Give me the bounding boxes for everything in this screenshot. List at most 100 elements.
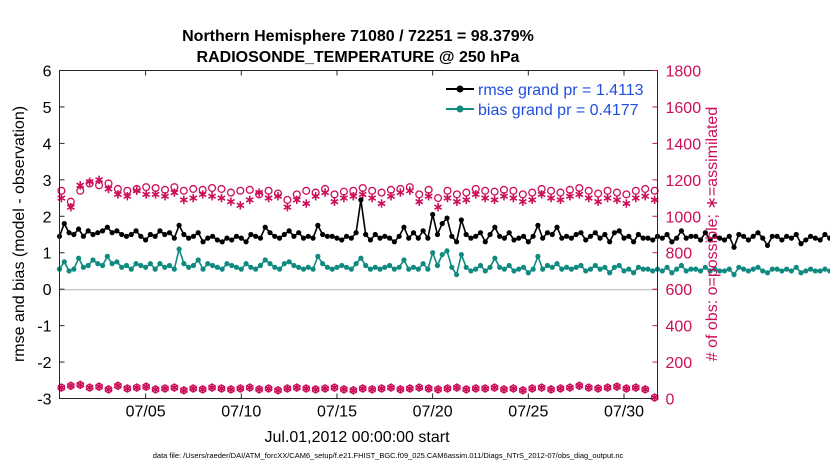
rmse-point <box>152 233 158 239</box>
bias-point <box>104 253 110 259</box>
bias-point <box>85 262 91 269</box>
rmse-point <box>61 220 67 227</box>
bias-point <box>769 266 775 272</box>
bias-point <box>683 268 689 274</box>
obs-assimilated-stroke <box>76 182 85 189</box>
obs-assimilated-stroke <box>66 382 75 389</box>
bias-point <box>793 264 799 270</box>
obs-assimilated-point <box>452 197 461 206</box>
obs-assimilated-stroke <box>160 385 170 392</box>
obs-assimilated-point <box>311 192 320 201</box>
rmse-point <box>803 237 809 243</box>
obs-assimilated-point <box>66 202 75 212</box>
obs-assimilated-stroke <box>236 202 245 209</box>
bias-point <box>90 257 96 263</box>
bias-point <box>669 270 675 276</box>
rmse-point <box>171 235 177 241</box>
obs-assimilated-point-low <box>123 384 132 393</box>
y-axis-label-left: rmse and bias (model - observation) <box>11 106 28 362</box>
bias-point <box>592 262 598 269</box>
right-tick-label: 600 <box>666 282 693 299</box>
rmse-point <box>248 231 254 238</box>
bias-point <box>664 264 670 270</box>
obs-assimilated-point-low <box>499 385 509 394</box>
bias-point <box>162 264 168 270</box>
rmse-point <box>267 230 273 236</box>
obs-assimilated-point <box>321 188 330 197</box>
bias-point <box>798 270 804 276</box>
obs-assimilated-point <box>415 197 424 206</box>
obs-assimilated-point-low <box>452 383 461 392</box>
obs-assimilated-point <box>170 188 179 197</box>
obs-assimilated-stroke <box>603 384 612 391</box>
bias-point <box>444 248 450 254</box>
obs-assimilated-point-low <box>349 386 358 395</box>
bias-point <box>348 266 354 272</box>
obs-assimilated-point <box>104 184 113 194</box>
bias-point <box>520 264 527 270</box>
bias-point <box>205 261 211 267</box>
bias-point <box>214 264 220 270</box>
bias-point <box>674 266 680 272</box>
bias-point <box>564 264 570 270</box>
bias-point <box>506 262 512 269</box>
obs-assimilated-point <box>358 190 367 199</box>
rmse-point <box>463 231 469 238</box>
obs-assimilated-stroke <box>76 382 85 388</box>
obs-assimilated-point-low <box>264 384 273 393</box>
obs-assimilated-point-low <box>603 383 612 392</box>
bias-point <box>224 261 230 267</box>
right-tick-label: 0 <box>666 392 675 409</box>
bias-point <box>219 266 225 272</box>
bias-point <box>61 259 67 265</box>
rmse-point <box>425 235 431 241</box>
obs-assimilated-point-low <box>612 382 622 391</box>
legend: rmse grand pr = 1.4113 bias grand pr = 0… <box>439 77 647 121</box>
bias-point <box>449 264 455 270</box>
rmse-point <box>750 233 756 239</box>
left-tick-label: 4 <box>43 136 52 153</box>
chart-title-line2: RADIOSONDE_TEMPERATURE @ 250 hPa <box>197 49 520 66</box>
obs-assimilated-stroke <box>245 197 254 203</box>
obs-assimilated-point <box>528 195 537 205</box>
data-file-footer: data file: /Users/raeder/DAI/ATM_forcXX/… <box>153 451 624 460</box>
obs-assimilated-stroke <box>113 191 122 198</box>
bias-point <box>71 266 77 272</box>
bias-point <box>253 266 259 272</box>
obs-assimilated-stroke <box>462 197 471 203</box>
rmse-point <box>597 235 603 241</box>
left-tick-label: 3 <box>43 173 52 190</box>
obs-assimilated-stroke <box>349 387 358 394</box>
bias-point <box>721 268 728 274</box>
obs-assimilated-stroke <box>471 191 480 198</box>
obs-assimilated-point <box>377 199 386 208</box>
obs-assimilated-stroke <box>255 386 264 393</box>
obs-assimilated-point-low <box>142 382 151 391</box>
right-tick-label: 1400 <box>666 136 702 153</box>
obs-assimilated-point-low <box>226 385 235 394</box>
bias-point <box>176 246 182 252</box>
left-tick-label: 6 <box>43 64 52 81</box>
x-tick-label: 07/25 <box>508 404 548 421</box>
obs-assimilated-stroke <box>264 195 273 201</box>
obs-assimilated-point-low <box>377 384 386 393</box>
bias-point <box>138 262 144 269</box>
obs-assimilated-point <box>481 193 490 203</box>
rmse-point <box>190 233 197 239</box>
bias-point <box>300 266 307 272</box>
obs-assimilated-point-low <box>113 381 122 390</box>
bias-point <box>453 271 460 278</box>
obs-assimilated-point <box>85 177 94 186</box>
rmse-point <box>243 239 249 245</box>
obs-assimilated-stroke <box>603 195 612 201</box>
obs-assimilated-stroke <box>349 193 358 200</box>
rmse-point <box>554 224 560 230</box>
rmse-point <box>568 235 574 241</box>
obs-assimilated-point <box>537 190 546 199</box>
bias-point <box>296 264 302 270</box>
bias-point <box>817 268 823 274</box>
obs-assimilated-stroke <box>415 198 424 205</box>
obs-assimilated-point <box>198 190 207 199</box>
rmse-point <box>257 235 264 241</box>
obs-assimilated-stroke <box>358 385 367 392</box>
